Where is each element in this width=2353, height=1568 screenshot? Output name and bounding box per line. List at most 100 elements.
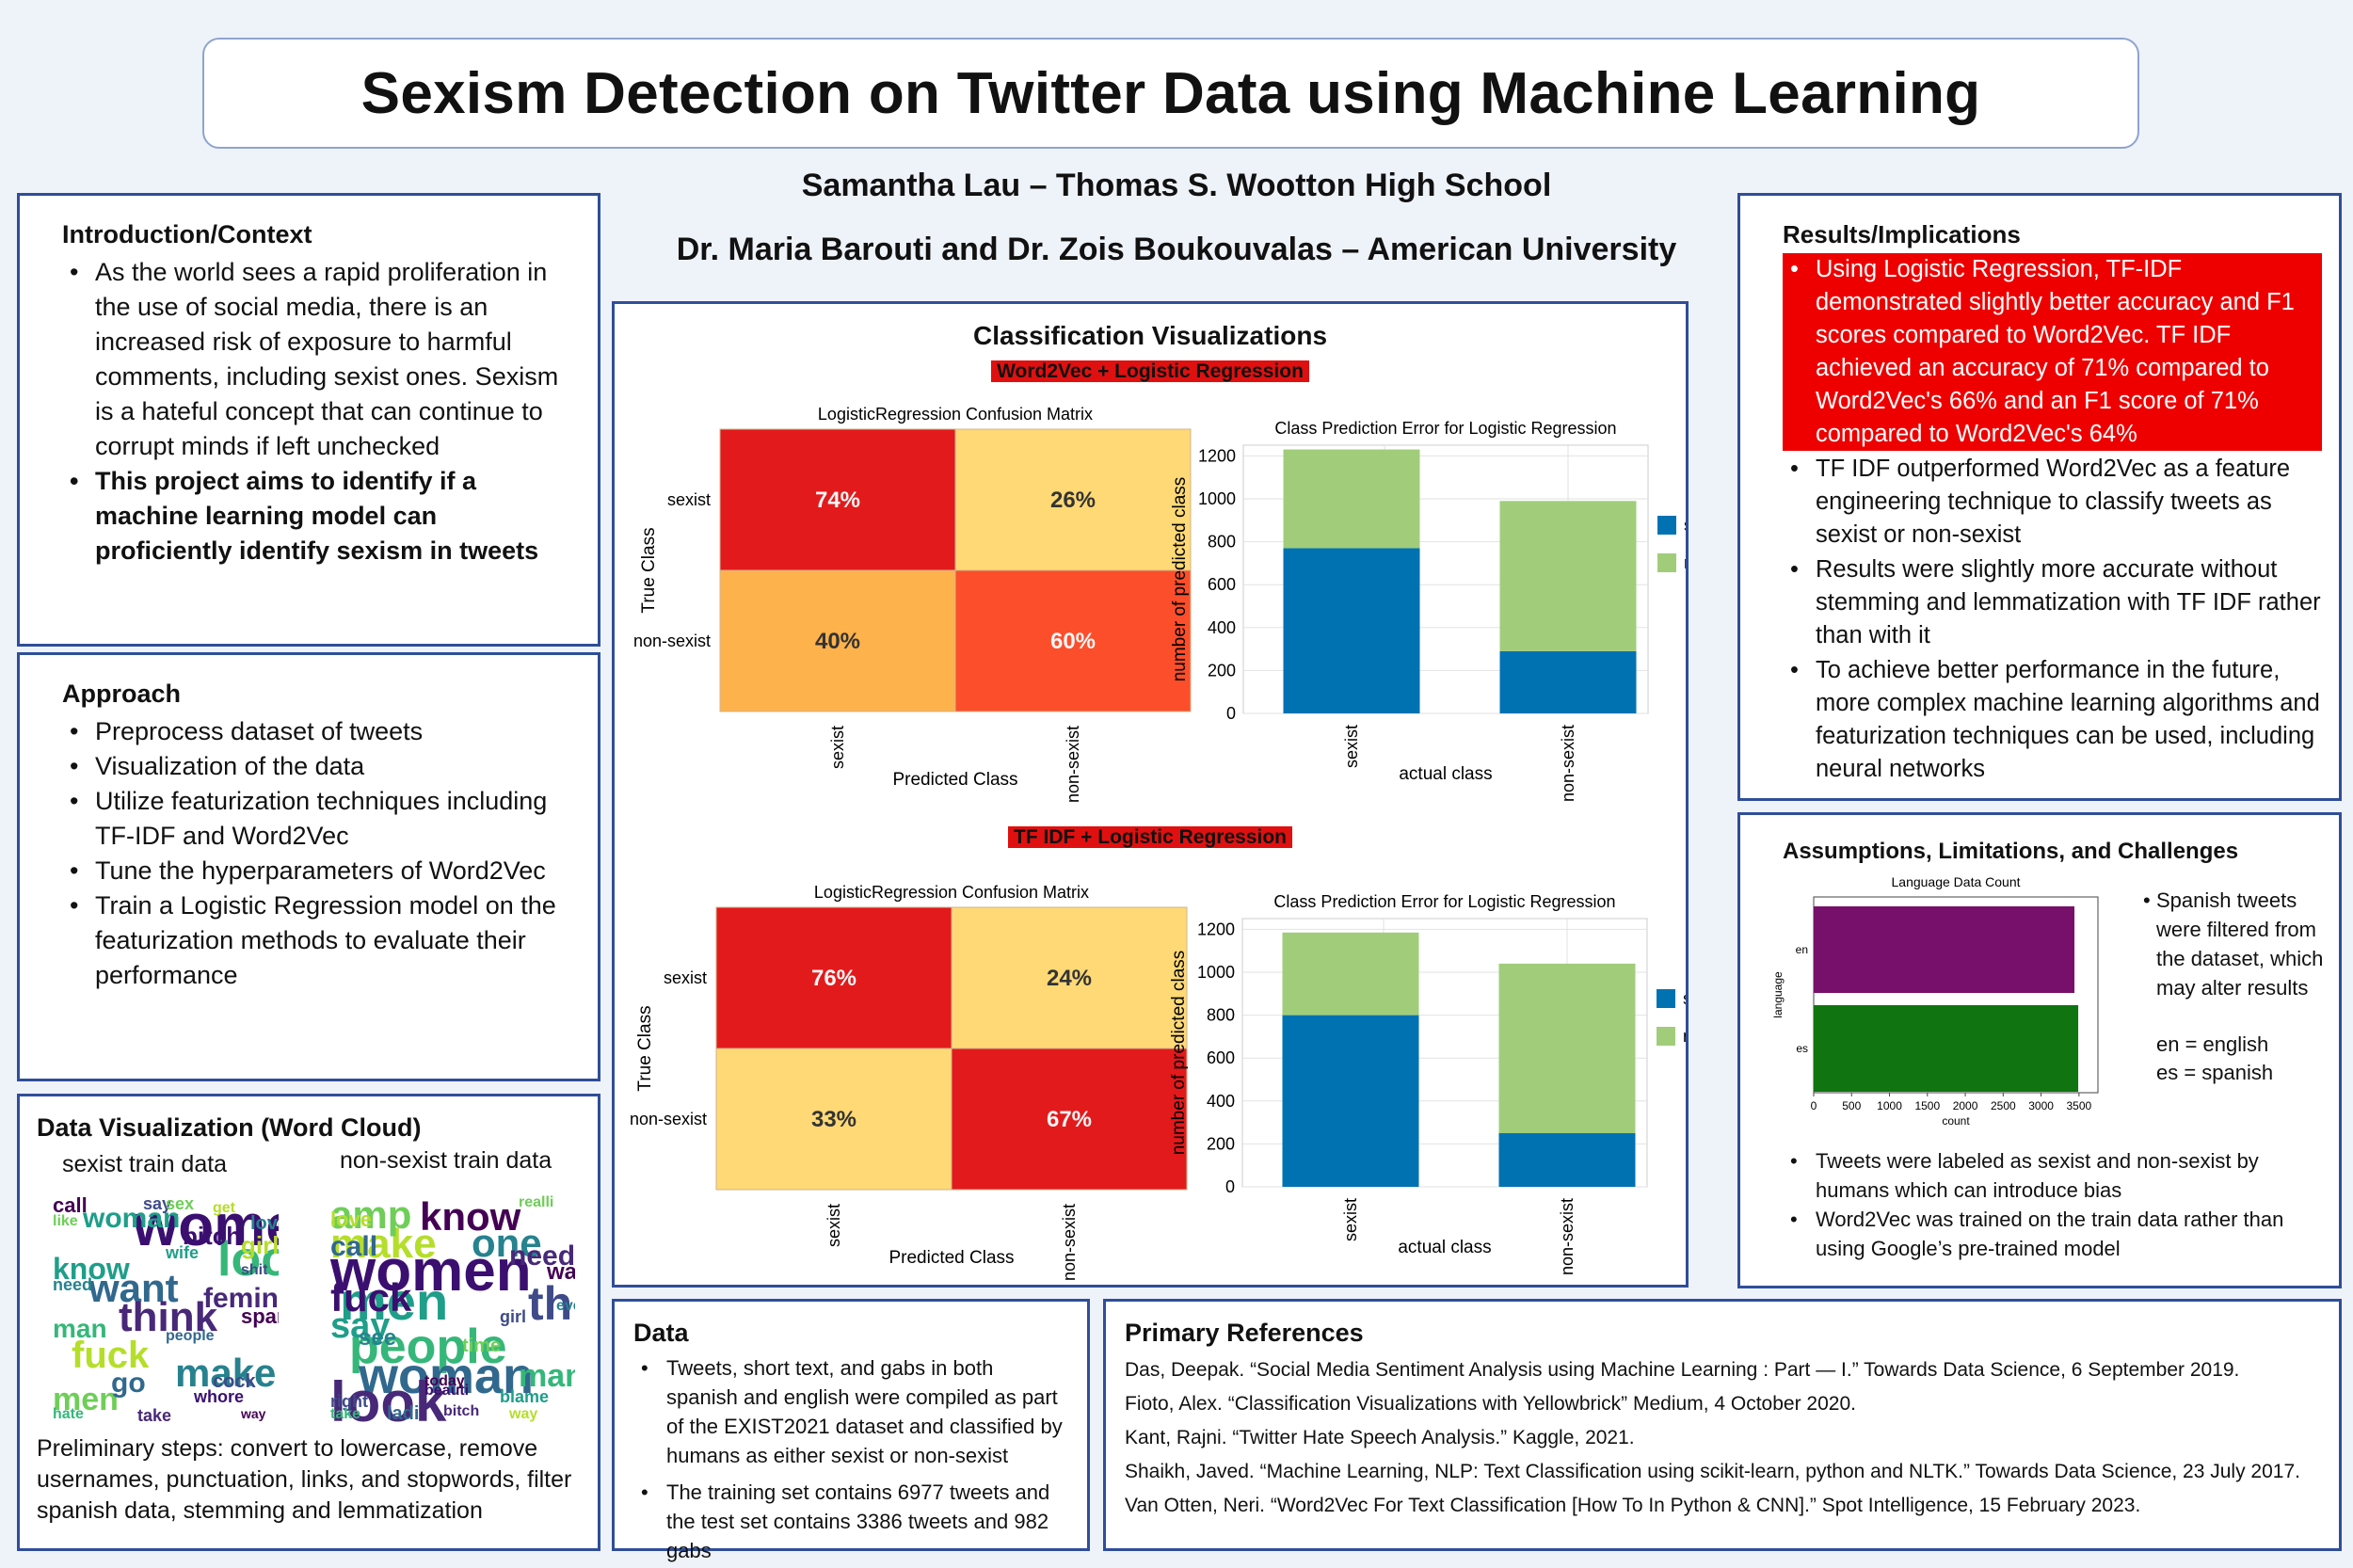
wordcloud-word: beauti xyxy=(424,1383,470,1399)
wordcloud-word: hate xyxy=(53,1406,84,1422)
wordcloud-word: fuck xyxy=(330,1275,412,1320)
wordcloud-word: spank xyxy=(241,1304,279,1328)
approach-item: Tune the hyperparameters of Word2Vec xyxy=(62,854,579,888)
lang-xtick: 1000 xyxy=(1877,1099,1902,1112)
approach-heading: Approach xyxy=(62,680,182,708)
wordcloud-word: make xyxy=(330,1221,437,1267)
cm-ylabel: True Class xyxy=(635,1005,655,1091)
authors-line-2: Dr. Maria Barouti and Dr. Zois Boukouval… xyxy=(676,232,1677,267)
references-panel: Primary References Das, Deepak. “Social … xyxy=(1103,1299,2342,1551)
wordcloud-word: wife xyxy=(166,1243,200,1262)
wordcloud-word: shit xyxy=(241,1262,268,1278)
wordcloud-word: woman xyxy=(83,1203,181,1234)
cm-row-label: sexist xyxy=(664,968,707,987)
wordcloud-word: get xyxy=(213,1200,235,1216)
viz-subheading-word2vec: Word2Vec + Logistic Regression xyxy=(991,360,1309,382)
wordcloud-word: look xyxy=(330,1370,447,1431)
approach-item: Utilize featurization techniques includi… xyxy=(62,784,579,854)
bar-xtick: non-sexist xyxy=(1559,725,1577,802)
bar-ytick: 0 xyxy=(1225,1177,1235,1196)
assumption-item: Word2Vec was trained on the train data r… xyxy=(1783,1205,2329,1263)
wordcloud-word: go xyxy=(111,1368,146,1399)
language-count-chart: Language Data Count en es 0 500 1000 1500 2000 2… xyxy=(1771,874,2099,1128)
cm-ylabel: True Class xyxy=(639,527,659,613)
results-item: To achieve better performance in the fut… xyxy=(1783,654,2322,786)
cm-value: 60% xyxy=(1050,629,1096,654)
cm-cell xyxy=(951,1048,1188,1191)
data-panel: Data Tweets, short text, and gabs in bot… xyxy=(612,1299,1090,1562)
wordcloud-word: cock xyxy=(213,1371,256,1392)
bar-segment xyxy=(1499,501,1637,651)
cm-cell xyxy=(715,1048,952,1191)
cm-value: 74% xyxy=(815,488,860,513)
bar-ytick: 800 xyxy=(1208,533,1236,552)
wordcloud-word: call xyxy=(330,1231,378,1262)
assumptions-panel: Assumptions, Limitations, and Challenges… xyxy=(1737,812,2342,1288)
wordcloud-word: today xyxy=(424,1373,465,1389)
reference-item: Fioto, Alex. “Classification Visualizati… xyxy=(1125,1393,1856,1415)
bar-title: Class Prediction Error for Logistic Regr… xyxy=(1274,419,1616,438)
results-item: Results were slightly more accurate with… xyxy=(1783,553,2322,652)
results-item: TF IDF outperformed Word2Vec as a featur… xyxy=(1783,453,2322,552)
wordcloud-word: bitch xyxy=(183,1222,242,1250)
wordcloud-word: realli xyxy=(519,1195,554,1210)
title-box: Sexism Detection on Twitter Data using M… xyxy=(202,38,2139,149)
lang-xlabel: count xyxy=(1942,1114,1970,1128)
legend-label: non-sexist xyxy=(1683,1027,1686,1046)
wordcloud-caption: Preliminary steps: convert to lowercase,… xyxy=(37,1435,572,1524)
assumptions-heading: Assumptions, Limitations, and Challenges xyxy=(1783,839,2239,864)
data-item: Tweets, short text, and gabs in both spa… xyxy=(633,1353,1070,1470)
wordcloud-label-left: sexist train data xyxy=(62,1151,228,1177)
cm-value: 26% xyxy=(1050,488,1096,513)
bar-title: Class Prediction Error for Logistic Regr… xyxy=(1273,892,1615,911)
wordcloud-word: fuck xyxy=(72,1335,150,1376)
wordcloud-word: people xyxy=(166,1328,215,1344)
results-highlight: Using Logistic Regression, TF-IDF demons… xyxy=(1783,253,2322,451)
legend-swatch xyxy=(1657,516,1676,535)
wordcloud-word: whore xyxy=(194,1387,245,1406)
legend-es: es = spanish xyxy=(2156,1061,2274,1084)
wordcloud-word: take xyxy=(137,1406,172,1425)
wordcloud-word: need xyxy=(53,1275,93,1294)
bar-segment xyxy=(1498,963,1636,1133)
bar-ytick: 600 xyxy=(1207,1048,1235,1067)
bar-ytick: 800 xyxy=(1207,1006,1235,1025)
wordcloud-word: even xyxy=(556,1298,575,1314)
wordcloud-heading: Data Visualization (Word Cloud) xyxy=(37,1113,422,1142)
legend-swatch xyxy=(1657,989,1675,1008)
wordcloud-word: want xyxy=(547,1259,575,1285)
results-heading: Results/Implications xyxy=(1783,220,2021,248)
classification-panel: Classification Visualizations Word2Vec +… xyxy=(612,301,1689,1288)
bar-ytick: 400 xyxy=(1207,1092,1235,1111)
cm-cell xyxy=(715,906,952,1049)
bar-segment xyxy=(1282,932,1419,1016)
wordcloud-panel: Data Visualization (Word Cloud) sexist t… xyxy=(17,1094,600,1551)
wordcloud-word: girl xyxy=(500,1307,527,1326)
legend-label: sexist xyxy=(1684,516,1686,535)
assumption-side-note: Spanish tweets were filtered from the da… xyxy=(2136,886,2333,1002)
bar-ytick: 0 xyxy=(1226,704,1236,723)
wordcloud-word: people xyxy=(349,1320,507,1374)
bar-segment xyxy=(1283,548,1420,713)
bar-xtick: sexist xyxy=(1341,1198,1360,1241)
intro-heading: Introduction/Context xyxy=(62,220,312,248)
bar-ytick: 200 xyxy=(1208,661,1236,680)
approach-item: Train a Logistic Regression model on the… xyxy=(62,888,579,993)
intro-bullet-2: This project aims to identify if a machi… xyxy=(62,464,579,568)
poster-title: Sexism Detection on Twitter Data using M… xyxy=(360,60,1981,126)
bar-xlabel: actual class xyxy=(1398,1238,1491,1257)
reference-item: Shaikh, Javed. “Machine Learning, NLP: T… xyxy=(1125,1461,2300,1482)
cm-xlabel: Predicted Class xyxy=(888,1248,1014,1268)
cm-row-label: non-sexist xyxy=(633,632,711,650)
cm-cell xyxy=(954,569,1192,712)
lang-xtick: 500 xyxy=(1842,1099,1861,1112)
wordcloud-word: right xyxy=(330,1392,368,1411)
legend-label: sexist xyxy=(1683,989,1686,1008)
cm-value: 24% xyxy=(1047,966,1092,991)
viz-heading: Classification Visualizations xyxy=(972,321,1328,350)
intro-bullet-1: As the world sees a rapid proliferation … xyxy=(62,255,579,464)
cm-xlabel: Predicted Class xyxy=(892,770,1017,790)
wordcloud-word: women xyxy=(330,1239,532,1304)
